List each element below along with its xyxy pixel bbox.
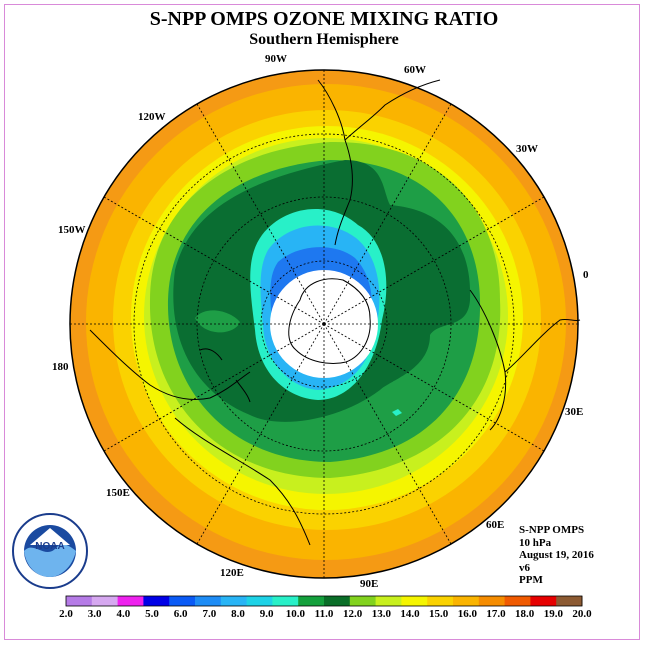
colorbar-swatch <box>66 596 93 606</box>
colorbar: 2.0 3.0 4.0 5.0 6.0 7.0 8.0 9.0 10.0 11.0 12.0 13.0… <box>59 595 592 620</box>
colorbar-swatch <box>246 596 273 606</box>
info-date: August 19, 2016 <box>519 549 594 561</box>
colorbar-swatch <box>220 596 248 606</box>
colorbar-tick-label: 11.0 <box>315 608 334 620</box>
colorbar-tick-label: 13.0 <box>372 608 392 620</box>
colorbar-tick-label: 10.0 <box>286 608 306 620</box>
colorbar-swatch <box>427 596 454 606</box>
colorbar-swatch <box>169 596 196 606</box>
colorbar-swatch <box>530 596 557 606</box>
lon-label-150w: 150W <box>58 224 86 236</box>
south-america-coast <box>317 79 441 246</box>
info-level: 10 hPa <box>519 536 552 549</box>
lon-label-150e: 150E <box>106 487 130 499</box>
colorbar-swatch <box>453 596 480 606</box>
map-boundary <box>69 69 579 579</box>
colorbar-tick-label: 19.0 <box>544 608 564 620</box>
colorbar-tick-label: 2.0 <box>59 608 73 620</box>
colorbar-tick-label: 7.0 <box>202 608 216 620</box>
lon-label-120w: 120W <box>138 111 166 123</box>
colorbar-swatch <box>478 596 506 606</box>
colorbar-swatch <box>91 596 119 606</box>
colorbar-tick-label: 20.0 <box>572 608 592 620</box>
lon-label-90e: 90E <box>360 578 378 590</box>
lon-label-30w: 30W <box>516 143 538 155</box>
colorbar-swatch <box>117 596 144 606</box>
band-11-inner <box>195 310 240 333</box>
colorbar-swatch <box>556 596 583 606</box>
lon-label-90w: 90W <box>265 53 287 65</box>
figure-frame <box>4 4 640 640</box>
coastlines <box>89 79 581 546</box>
colorbar-swatch <box>375 596 402 606</box>
colorbar-swatch <box>143 596 170 606</box>
lon-label-60e: 60E <box>486 519 504 531</box>
colorbar-tick-label: 16.0 <box>458 608 478 620</box>
colorbar-tick-label: 18.0 <box>515 608 535 620</box>
new-zealand-coast <box>199 348 251 403</box>
colorbar-swatch <box>298 596 325 606</box>
lon-label-180: 180 <box>52 361 69 373</box>
small-feature <box>392 409 402 416</box>
info-units: PPM <box>519 574 543 586</box>
africa-coast <box>469 289 581 431</box>
lon-label-0: 0 <box>583 269 589 281</box>
colorbar-tick-label: 6.0 <box>174 608 188 620</box>
colorbar-border <box>65 595 583 607</box>
colorbar-tick-label: 5.0 <box>145 608 159 620</box>
colorbar-tick-label: 14.0 <box>400 608 420 620</box>
info-block: S-NPP OMPS 10 hPa August 19, 2016 v6 PPM <box>519 524 594 587</box>
colorbar-swatch <box>195 596 222 606</box>
colorbar-tick-label: 8.0 <box>231 608 245 620</box>
graticule <box>70 70 578 578</box>
map-title: S-NPP OMPS OZONE MIXING RATIO <box>149 8 499 30</box>
lon-label-30e: 30E <box>565 406 583 418</box>
colorbar-tick-label: 4.0 <box>116 608 130 620</box>
colorbar-swatch <box>504 596 531 606</box>
colorbar-tick-label: 17.0 <box>486 608 506 620</box>
info-version: v6 <box>519 561 530 574</box>
noaa-logo-text: NOAA <box>35 541 64 552</box>
noaa-logo: NOAA <box>12 513 88 589</box>
colorbar-swatch <box>401 596 428 606</box>
colorbar-tick-label: 9.0 <box>260 608 274 620</box>
australia-coast <box>89 329 311 546</box>
colorbar-swatch <box>272 596 299 606</box>
colorbar-tick-label: 3.0 <box>88 608 102 620</box>
colorbar-swatch <box>349 596 377 606</box>
map-subtitle: Southern Hemisphere <box>249 31 399 48</box>
colorbar-tick-label: 15.0 <box>429 608 449 620</box>
info-instrument: S-NPP OMPS <box>519 524 585 536</box>
colorbar-swatch <box>324 596 351 606</box>
longitude-labels: 90W 60W 30W 0 30E 60E 90E 120E 150E 180 … <box>52 53 589 590</box>
ozone-field <box>70 70 578 578</box>
antarctica-coast <box>288 278 371 364</box>
lon-label-120e: 120E <box>220 567 244 579</box>
colorbar-tick-label: 12.0 <box>343 608 363 620</box>
lon-label-60w: 60W <box>404 64 426 76</box>
